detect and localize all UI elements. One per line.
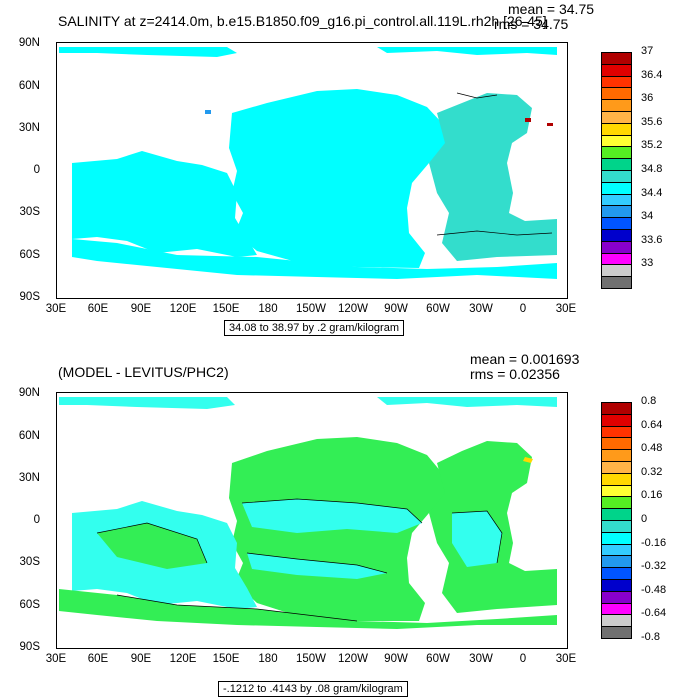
colorbar-label: -0.64 bbox=[641, 607, 667, 620]
ocean-field bbox=[59, 397, 557, 629]
lon-label: 90W bbox=[384, 303, 408, 315]
colorbar-label: -0.32 bbox=[641, 560, 667, 573]
lat-label: 0 bbox=[33, 164, 40, 176]
lon-label: 60W bbox=[426, 303, 450, 315]
difference-field bbox=[59, 397, 557, 629]
lon-label: 30E bbox=[555, 303, 577, 315]
colorbar-label: 35.2 bbox=[641, 139, 663, 152]
colorbar-label: 34 bbox=[641, 210, 654, 223]
colorbar-label: 0.48 bbox=[641, 442, 663, 455]
lon-label: 180 bbox=[258, 303, 278, 315]
colorbar-label: 0.32 bbox=[641, 465, 663, 478]
lon-label: 30E bbox=[45, 303, 67, 315]
contour-info: -.1212 to .4143 by .08 gram/kilogram bbox=[218, 681, 408, 697]
colorbar-label: 37 bbox=[641, 45, 654, 57]
lon-label: 30W bbox=[469, 303, 493, 315]
lat-label: 30S bbox=[19, 206, 40, 218]
colorbar-label: 36 bbox=[641, 92, 654, 105]
mean-value: mean = 34.75 bbox=[508, 1, 595, 17]
colorbar-label: 0 bbox=[641, 513, 648, 525]
colorbar-label: -0.16 bbox=[641, 536, 667, 549]
lon-label: 120W bbox=[337, 303, 369, 315]
panel-title: SALINITY at z=2414.0m, b.e15.B1850.f09_g… bbox=[58, 13, 547, 29]
lat-label: 30N bbox=[18, 122, 40, 134]
lon-label: 150E bbox=[212, 303, 240, 315]
contour-lines bbox=[436, 92, 553, 236]
colorbar-swatch bbox=[601, 276, 632, 289]
colorbar-swatch bbox=[601, 626, 632, 639]
colorbar-label: 33 bbox=[641, 257, 654, 270]
lon-label: 60E bbox=[87, 653, 109, 665]
lon-label: 30W bbox=[469, 653, 493, 665]
colorbar-label: -0.48 bbox=[641, 583, 667, 596]
rms-value: rms = 0.02356 bbox=[470, 366, 560, 382]
lon-label: 180 bbox=[258, 653, 278, 665]
lon-label: 150E bbox=[212, 653, 240, 665]
lat-label: 90N bbox=[18, 387, 40, 399]
lat-label: 90N bbox=[18, 37, 40, 49]
contour-info: 34.08 to 38.97 by .2 gram/kilogram bbox=[224, 320, 404, 336]
salinity-map bbox=[56, 42, 568, 299]
ocean-field bbox=[59, 47, 557, 279]
difference-panel: (MODEL - LEVITUS/PHC2) mean = 0.001693 r… bbox=[0, 350, 700, 700]
lat-label: 0 bbox=[33, 514, 40, 526]
lat-label: 60S bbox=[19, 249, 40, 261]
lon-label: 0 bbox=[519, 653, 527, 665]
colorbar-label: 34.8 bbox=[641, 163, 663, 175]
colorbar-label: 0.64 bbox=[641, 418, 663, 431]
colorbar-label: 33.6 bbox=[641, 233, 663, 246]
colorbar-label: 0.16 bbox=[641, 489, 663, 502]
lon-label: 150W bbox=[295, 653, 327, 665]
lon-label: 90E bbox=[130, 303, 152, 315]
lon-label: 30E bbox=[555, 653, 577, 665]
lon-label: 60E bbox=[87, 303, 109, 315]
lon-label: 120E bbox=[169, 303, 197, 315]
salinity-colorbar: 37 36.4 36 35.6 35.2 34.8 34.4 34 33.6 33 bbox=[601, 45, 691, 289]
panel-title: (MODEL - LEVITUS/PHC2) bbox=[58, 364, 229, 380]
lat-label: 30N bbox=[18, 472, 40, 484]
lat-label: 60N bbox=[18, 80, 40, 92]
lat-label: 90S bbox=[19, 641, 40, 653]
colorbar-label: 0.8 bbox=[641, 395, 657, 407]
lon-label: 0 bbox=[519, 303, 527, 315]
rms-value: rms = 34.75 bbox=[494, 16, 569, 32]
lon-label: 120E bbox=[169, 653, 197, 665]
lon-label: 90W bbox=[384, 653, 408, 665]
mean-value: mean = 0.001693 bbox=[470, 351, 580, 367]
colorbar-label: 35.6 bbox=[641, 115, 663, 128]
lat-label: 90S bbox=[19, 291, 40, 303]
lon-label: 60W bbox=[426, 653, 450, 665]
lat-label: 60S bbox=[19, 599, 40, 611]
lon-label: 90E bbox=[130, 653, 152, 665]
colorbar-label: 34.4 bbox=[641, 186, 663, 199]
salinity-panel: SALINITY at z=2414.0m, b.e15.B1850.f09_g… bbox=[18, 1, 691, 336]
salinity-field bbox=[59, 47, 557, 279]
difference-colorbar: 0.8 0.64 0.48 0.32 0.16 0 -0.16 -0.32 -0.48 -0.64… bbox=[601, 395, 691, 643]
difference-map bbox=[56, 392, 568, 649]
lon-label: 120W bbox=[337, 653, 369, 665]
lat-label: 60N bbox=[18, 430, 40, 442]
lon-label: 150W bbox=[295, 303, 327, 315]
colorbar-label: -0.8 bbox=[641, 631, 660, 643]
lon-label: 30E bbox=[45, 653, 67, 665]
colorbar-label: 36.4 bbox=[641, 68, 663, 81]
contour-lines bbox=[96, 498, 503, 622]
lat-label: 30S bbox=[19, 556, 40, 568]
